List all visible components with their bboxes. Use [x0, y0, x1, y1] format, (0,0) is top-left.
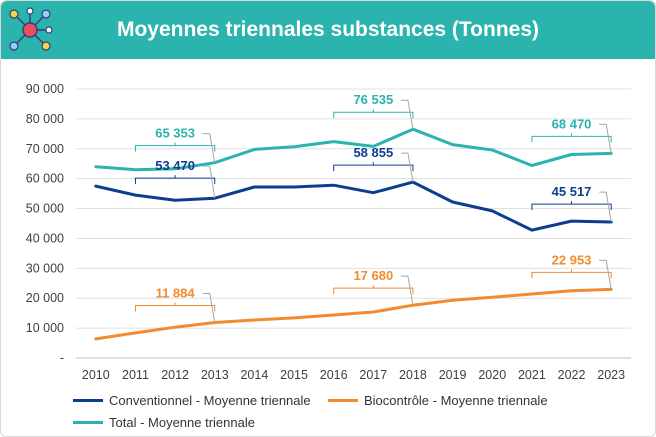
y-tick-label: 20 000 [26, 291, 64, 305]
annotation-leader-line [599, 191, 612, 223]
annotation-bracket [134, 177, 216, 185]
y-tick-label: 30 000 [26, 261, 64, 275]
annotation-label: 17 680 [353, 268, 393, 283]
annotation-bracket [531, 203, 612, 211]
y-tick-label: 10 000 [26, 321, 64, 335]
annotation-leader-line [400, 99, 414, 130]
annotation-bracket [333, 164, 414, 172]
annotation-label: 22 953 [552, 252, 592, 267]
x-tick-label: 2023 [597, 368, 625, 382]
y-tick-label: 40 000 [26, 231, 64, 245]
y-tick-label: 80 000 [26, 112, 64, 126]
legend-label: Biocontrôle - Moyenne triennale [364, 393, 548, 408]
legend-label: Conventionnel - Moyenne triennale [109, 393, 311, 408]
annotation-label: 58 855 [353, 145, 393, 160]
chart-header [1, 1, 655, 59]
line-chart: - 10 000 20 000 30 000 40 000 50 000 60 000 70 … [26, 82, 631, 382]
legend-swatch [73, 399, 103, 402]
annotation-label: 76 535 [353, 92, 393, 107]
annotation-bracket [333, 111, 414, 119]
x-tick-label: 2010 [82, 368, 110, 382]
annotation-label: 53 470 [155, 158, 195, 173]
annotation-bracket [531, 135, 612, 143]
series-line [94, 287, 613, 341]
y-tick-label: 50 000 [26, 202, 64, 216]
annotation-label: 45 517 [552, 184, 592, 199]
legend-swatch [73, 421, 103, 424]
x-tick-label: 2014 [240, 368, 268, 382]
x-tick-label: 2018 [399, 368, 427, 382]
y-tick-label: 70 000 [26, 142, 64, 156]
annotation-label: 68 470 [552, 116, 592, 131]
x-tick-label: 2013 [201, 368, 229, 382]
annotation-leader-line [202, 165, 216, 199]
annotation-leader-line [202, 292, 216, 323]
annotation-bracket [134, 304, 216, 312]
annotation-label: 65 353 [155, 126, 195, 141]
annotation-leader-line [400, 152, 414, 183]
annotation-leader-line [599, 123, 612, 154]
molecule-network-icon [9, 7, 53, 51]
x-tick-label: 2011 [122, 368, 149, 382]
series-line [94, 180, 613, 232]
x-tick-label: 2021 [518, 368, 546, 382]
y-tick-label: - [60, 351, 64, 365]
series-line [94, 127, 613, 172]
x-tick-label: 2017 [359, 368, 387, 382]
x-tick-label: 2020 [478, 368, 506, 382]
annotation-label: 11 884 [156, 285, 196, 300]
legend-item: Conventionnel - Moyenne triennale [73, 393, 311, 408]
legend-item: Biocontrôle - Moyenne triennale [328, 393, 548, 408]
annotation-leader-line [599, 259, 612, 290]
y-tick-label: 60 000 [26, 172, 64, 186]
chart-title: Moyennes triennales substances (Tonnes) [116, 18, 540, 41]
x-tick-label: 2012 [161, 368, 189, 382]
annotation-leader-line [400, 275, 414, 306]
x-tick-label: 2015 [280, 368, 308, 382]
y-tick-label: 90 000 [26, 82, 64, 96]
annotation-bracket [333, 287, 414, 295]
annotation-bracket [531, 271, 612, 279]
legend-swatch [328, 399, 358, 402]
x-tick-label: 2016 [320, 368, 348, 382]
legend-item: Total - Moyenne triennale [73, 415, 255, 430]
x-tick-label: 2022 [558, 368, 586, 382]
legend-label: Total - Moyenne triennale [109, 415, 255, 430]
annotation-leader-line [202, 133, 216, 163]
x-tick-label: 2019 [439, 368, 467, 382]
